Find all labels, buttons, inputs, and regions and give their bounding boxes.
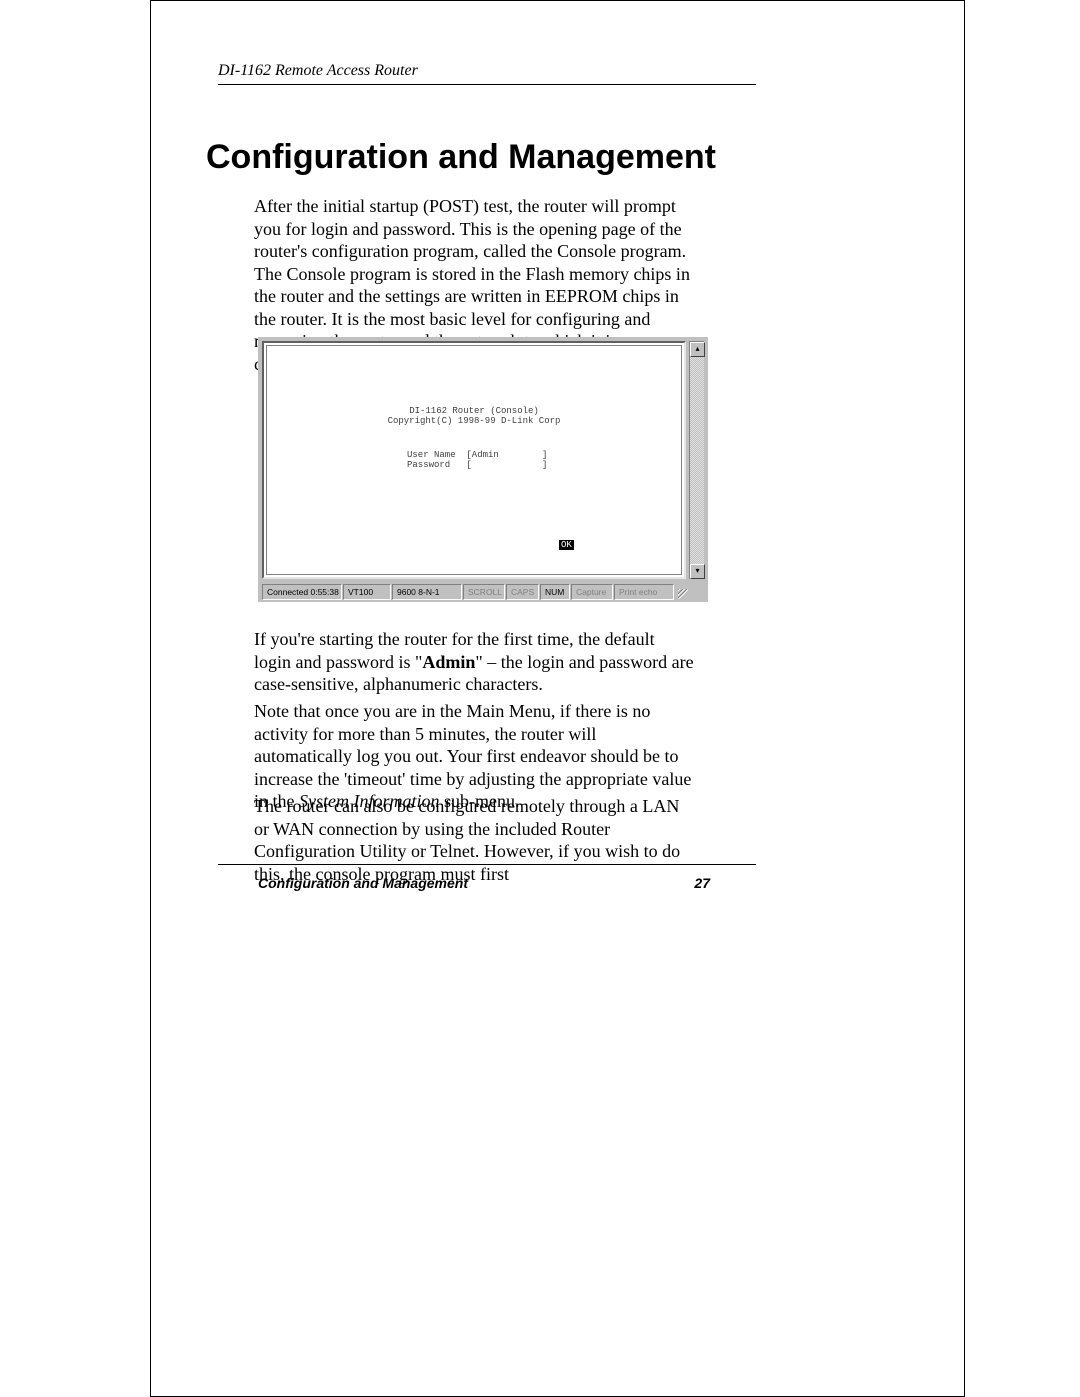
header-product: DI-1162 Remote Access Router — [218, 62, 418, 79]
page-title: Configuration and Management — [206, 138, 716, 177]
paragraph-default-login: If you're starting the router for the fi… — [254, 628, 694, 696]
status-num: NUM — [540, 584, 570, 600]
status-connected: Connected 0:55:38 — [262, 584, 342, 600]
terminal-login-block: User Name [Admin ] Password [ ] — [277, 450, 671, 470]
scroll-up-icon: ▴ — [690, 342, 705, 357]
status-scroll: SCROLL — [463, 584, 505, 600]
status-caps: CAPS — [506, 584, 539, 600]
header-rule — [218, 84, 756, 85]
terminal-status-bar: Connected 0:55:38 VT100 9600 8-N-1 SCROL… — [262, 584, 704, 600]
p2-admin-bold: Admin — [422, 652, 475, 672]
scrollbar-track: ▴ ▾ — [689, 341, 704, 579]
status-echo: Print echo — [614, 584, 674, 600]
status-baud: 9600 8-N-1 — [392, 584, 462, 600]
terminal-content: DI-1162 Router (Console) Copyright(C) 19… — [266, 345, 682, 575]
footer-rule — [218, 864, 756, 865]
terminal-line-copyright: Copyright(C) 1998-99 D-Link Corp — [277, 416, 671, 426]
scroll-down-icon: ▾ — [690, 564, 705, 579]
paragraph-remote: The router can also be configured remote… — [254, 795, 694, 885]
terminal-ok-button: OK — [559, 540, 574, 550]
footer-page-number: 27 — [694, 875, 710, 891]
footer-section: Configuration and Management — [258, 875, 468, 891]
terminal-line-title: DI-1162 Router (Console) — [277, 406, 671, 416]
status-capture: Capture — [571, 584, 613, 600]
page-header: DI-1162 Remote Access Router — [218, 62, 756, 85]
terminal-screenshot: DI-1162 Router (Console) Copyright(C) 19… — [258, 337, 708, 602]
resize-grip-icon — [675, 584, 689, 600]
terminal-inner: DI-1162 Router (Console) Copyright(C) 19… — [262, 341, 686, 579]
status-vt: VT100 — [343, 584, 391, 600]
